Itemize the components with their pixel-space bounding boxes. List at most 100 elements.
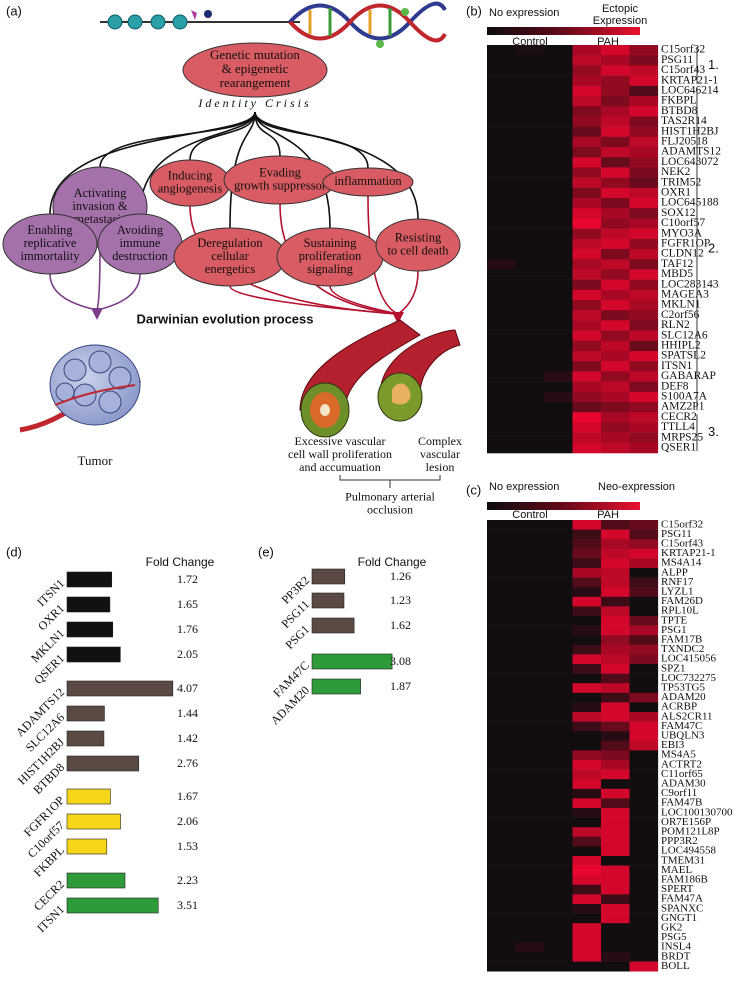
heatmap-cell [544, 432, 573, 444]
heatmap-cell [487, 558, 516, 569]
heatmap-cell [572, 817, 602, 828]
gene-label: LOC494558 [661, 845, 717, 857]
gene-label: OR7E156P [661, 816, 711, 828]
heatmap-cell [544, 520, 573, 530]
heatmap-cell [544, 259, 573, 270]
heatmap-cell [487, 654, 516, 665]
bar-value: 1.65 [177, 597, 198, 611]
text-line: lesion [426, 460, 455, 474]
heatmap-cell [487, 96, 516, 107]
heatmap-cell [544, 625, 573, 636]
heatmap-cell [572, 381, 602, 393]
heatmap-cell [601, 167, 630, 178]
heatmap-cell [601, 702, 630, 713]
heatmap-cell [572, 769, 602, 780]
heatmap-cell [601, 371, 630, 382]
gene-label: AMZ2P1 [661, 401, 705, 413]
heatmap-cell [601, 740, 630, 751]
heatmap-cell [515, 381, 545, 393]
heatmap-cell [515, 788, 545, 799]
heatmap-cell [572, 568, 602, 578]
heatmap-cell [629, 96, 659, 107]
heatmap-cell [544, 779, 573, 790]
heatmap-cell [515, 198, 545, 209]
heatmap-cell [629, 904, 659, 914]
heatmap-cell [515, 157, 545, 168]
heatmap-cell [572, 587, 602, 598]
gene-label: ALPP [661, 566, 688, 578]
heatmap-cell [487, 177, 516, 189]
connector [189, 111, 256, 161]
heatmap-cell [487, 904, 516, 914]
heatmap-cell [629, 817, 659, 828]
heatmap-cell [572, 371, 602, 382]
heatmap-cell [515, 45, 545, 56]
heatmap-cell [629, 846, 659, 857]
colorbar [487, 502, 640, 510]
heatmap-cell [629, 126, 659, 138]
gene-label: C15orf32 [661, 518, 703, 530]
heatmap-cell [515, 402, 545, 413]
bar-value: 1.23 [390, 593, 411, 607]
heatmap-cell [629, 884, 659, 895]
heatmap-cell [601, 228, 630, 240]
heatmap-cell [544, 167, 573, 178]
heatmap-cell [601, 126, 630, 138]
heatmap-cell [515, 731, 545, 742]
heatmap-cell [629, 625, 659, 636]
heatmap-cell [515, 904, 545, 914]
heatmap-cell [601, 923, 630, 934]
heatmap-cell [572, 55, 602, 66]
heatmap-cell [515, 740, 545, 751]
heatmap-cell [601, 106, 630, 117]
heatmap-cell [515, 259, 545, 270]
heatmap-cell [487, 798, 516, 809]
heatmap-cell [487, 817, 516, 828]
heatmap-cell [515, 558, 545, 569]
heatmap-cell [487, 116, 516, 127]
heatmap-cell [572, 606, 602, 617]
panel-label: (d) [6, 544, 22, 559]
heatmap-cell [515, 279, 545, 291]
bar-value: 1.87 [390, 679, 411, 693]
heatmap-cell [601, 402, 630, 413]
heatmap-cell [629, 432, 659, 444]
heatmap-cell [487, 712, 516, 722]
heatmap-cell [572, 198, 602, 209]
heatmap-cell [601, 568, 630, 578]
heatmap-cell [629, 45, 659, 56]
heatmap-cell [601, 351, 630, 362]
heatmap-cell [601, 808, 630, 818]
heatmap-cell [544, 875, 573, 886]
heatmap-cell [572, 157, 602, 168]
heatmap-cell [515, 412, 545, 423]
heatmap-cell [572, 177, 602, 189]
heatmap-cell [515, 827, 545, 838]
heatmap-cell [629, 923, 659, 934]
bar [66, 646, 121, 663]
heatmap-cell [487, 568, 516, 578]
heatmap-cell [487, 371, 516, 382]
heatmap-cell [629, 654, 659, 665]
heatmap-cell [601, 760, 630, 770]
heatmap-cell [515, 635, 545, 646]
heatmap-cell [629, 300, 659, 311]
heatmap-cell [544, 884, 573, 895]
heatmap-cell [487, 644, 516, 655]
heatmap-cell [515, 106, 545, 117]
heatmap-cell [515, 126, 545, 138]
heatmap-cell [629, 147, 659, 158]
heatmap-cell [544, 187, 573, 199]
heatmap-cell [601, 65, 630, 76]
heatmap-cell [601, 187, 630, 199]
heatmap-cell [544, 750, 573, 761]
heatmap-cell [601, 136, 630, 148]
heatmap-cell [544, 702, 573, 713]
heatmap-cell [572, 351, 602, 362]
heatmap-cell [572, 702, 602, 713]
heatmap-cell [515, 625, 545, 636]
heatmap-cell [487, 310, 516, 321]
text-line: Excessive vascular [295, 434, 386, 448]
heatmap-cell [629, 664, 659, 674]
heatmap-cell [515, 96, 545, 107]
